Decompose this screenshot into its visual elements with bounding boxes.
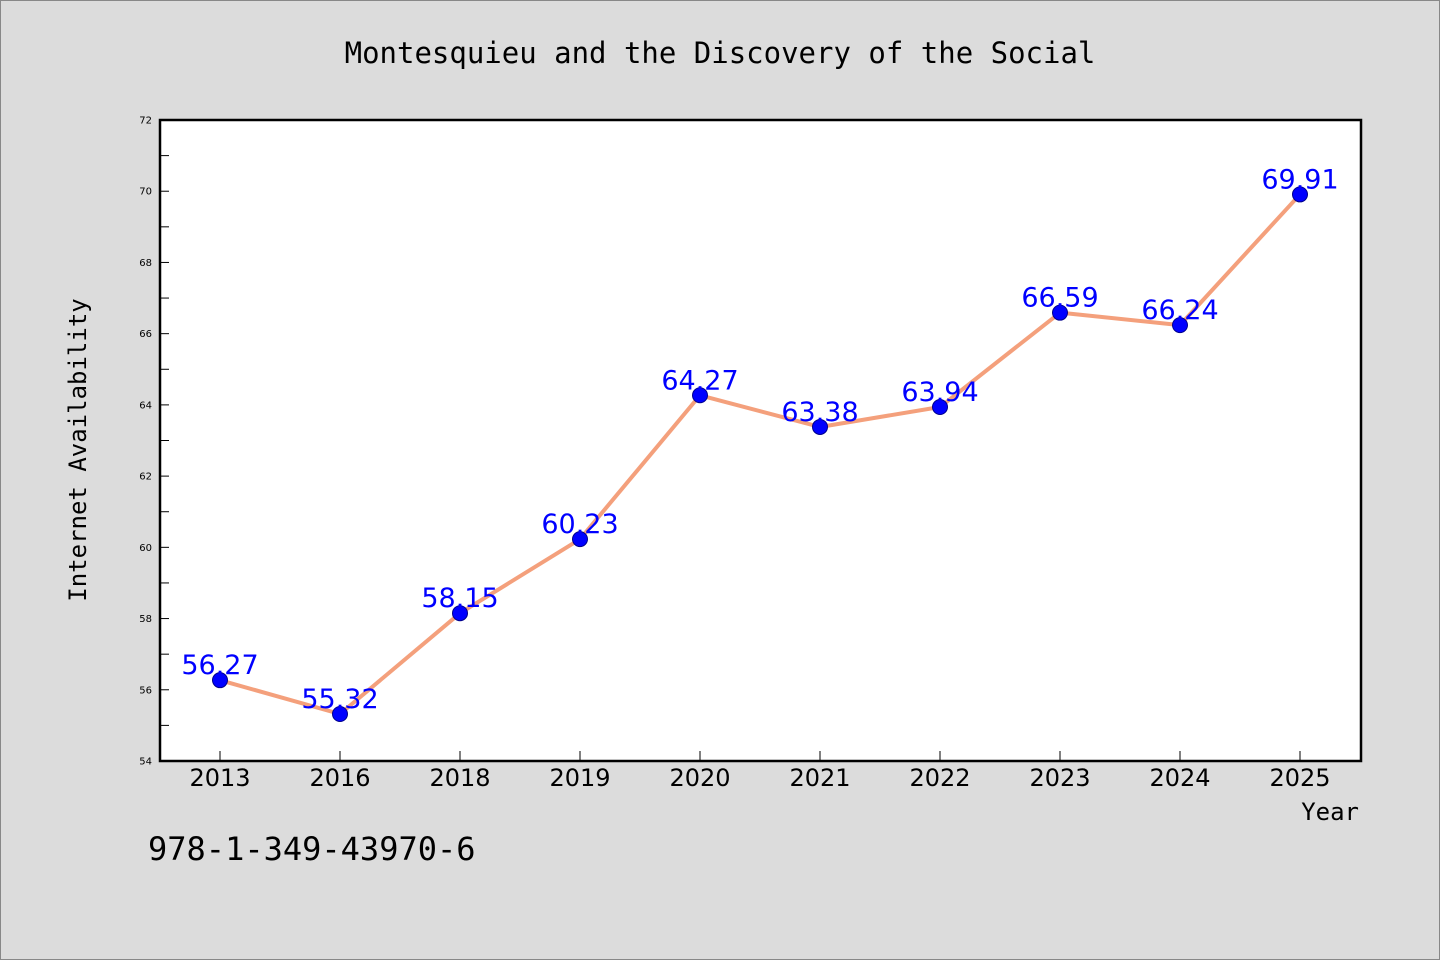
data-point [572,531,588,548]
x-tick-label: 2022 [909,764,970,792]
data-label: 63.38 [781,397,858,428]
y-tick-label: 62 [139,472,152,483]
x-tick-label: 2018 [429,764,490,792]
y-tick-label: 64 [139,400,152,411]
data-point [932,399,948,416]
x-tick-label: 2016 [309,764,370,792]
data-point [212,672,228,689]
x-tick-label: 2020 [669,764,730,792]
plot-area [158,118,1363,763]
data-point [1292,186,1308,203]
data-point [1172,317,1188,334]
chart-title: Montesquieu and the Discovery of the Soc… [345,36,1096,70]
data-label: 66.24 [1141,295,1218,326]
data-point [1052,304,1068,321]
data-label: 56.27 [181,650,258,681]
data-label: 64.27 [661,365,738,396]
data-point [332,705,348,722]
data-label: 63.94 [901,377,978,408]
x-tick-label: 2019 [549,764,610,792]
data-label: 66.59 [1021,283,1098,314]
y-axis-ticks: 54 56 58 60 62 64 66 68 70 72 [139,116,169,768]
footer-isbn: 978-1-349-43970-6 [148,830,476,868]
data-label: 60.23 [541,509,618,540]
y-tick-label: 66 [139,329,152,340]
series-line-group [218,192,1302,716]
y-tick-label: 56 [139,685,152,696]
x-tick-label: 2021 [789,764,850,792]
data-label: 55.32 [301,684,378,715]
x-tick-label: 2024 [1149,764,1210,792]
x-tick-label: 2023 [1029,764,1090,792]
x-axis-label: Year [1301,798,1359,826]
data-label: 69.91 [1261,164,1338,195]
y-axis-label: Internet Availability [64,298,92,601]
data-point [452,605,468,622]
data-markers [212,186,1308,722]
y-tick-label: 72 [139,116,152,127]
data-point [812,418,828,435]
y-tick-label: 58 [139,614,152,625]
y-tick-label: 60 [139,543,152,554]
data-point [692,387,708,404]
x-tick-label: 2013 [189,764,250,792]
y-tick-label: 68 [139,258,152,269]
y-tick-label: 54 [139,757,152,768]
data-labels: 56.27 55.32 58.15 60.23 64.27 63.38 63.94 66.59… [181,164,1338,715]
series-line [218,192,1302,716]
data-label: 58.15 [421,583,498,614]
x-axis-ticks: 2013 2016 2018 2019 2020 2021 2022 2023 2024 2025 [189,751,1331,792]
y-tick-label: 70 [139,187,152,198]
x-tick-label: 2025 [1269,764,1330,792]
